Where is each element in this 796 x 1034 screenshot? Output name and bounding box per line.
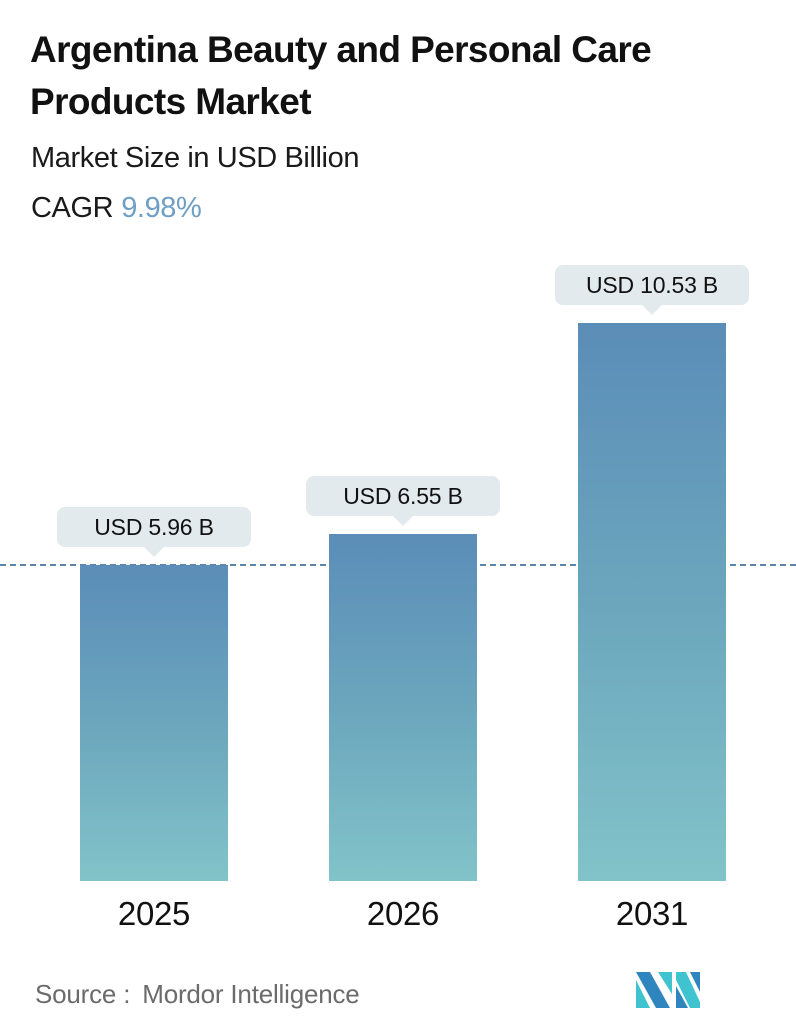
cagr-value: 9.98%: [121, 192, 202, 224]
source-line: Source : Mordor Intelligence: [35, 976, 360, 1012]
x-tick-2025: 2025: [117, 895, 191, 932]
bar-2031: [578, 323, 726, 881]
x-tick-2031: 2031: [615, 895, 689, 932]
bar-2025: [80, 565, 228, 881]
cagr-label: CAGR: [31, 192, 114, 224]
x-tick-2026: 2026: [366, 895, 440, 932]
bar-2026: [329, 533, 477, 881]
chart-subtitle: Market Size in USD Billion: [31, 142, 360, 174]
value-label-2025: USD 5.96 B: [57, 507, 251, 558]
cagr-line: CAGR 9.98%: [31, 188, 202, 228]
mordor-intelligence-logo-icon: [636, 972, 700, 1008]
value-label-2031: USD 10.53 B: [555, 265, 749, 315]
chart-title: Argentina Beauty and Personal Care Produ…: [30, 29, 652, 122]
source-label: Source :: [35, 979, 131, 1009]
bar-chart: USD 5.96 B 2025 USD 6.55 B 2026 USD 10.5…: [0, 240, 796, 940]
value-label-2026: USD 6.55 B: [306, 475, 500, 526]
source-name: Mordor Intelligence: [142, 979, 360, 1009]
